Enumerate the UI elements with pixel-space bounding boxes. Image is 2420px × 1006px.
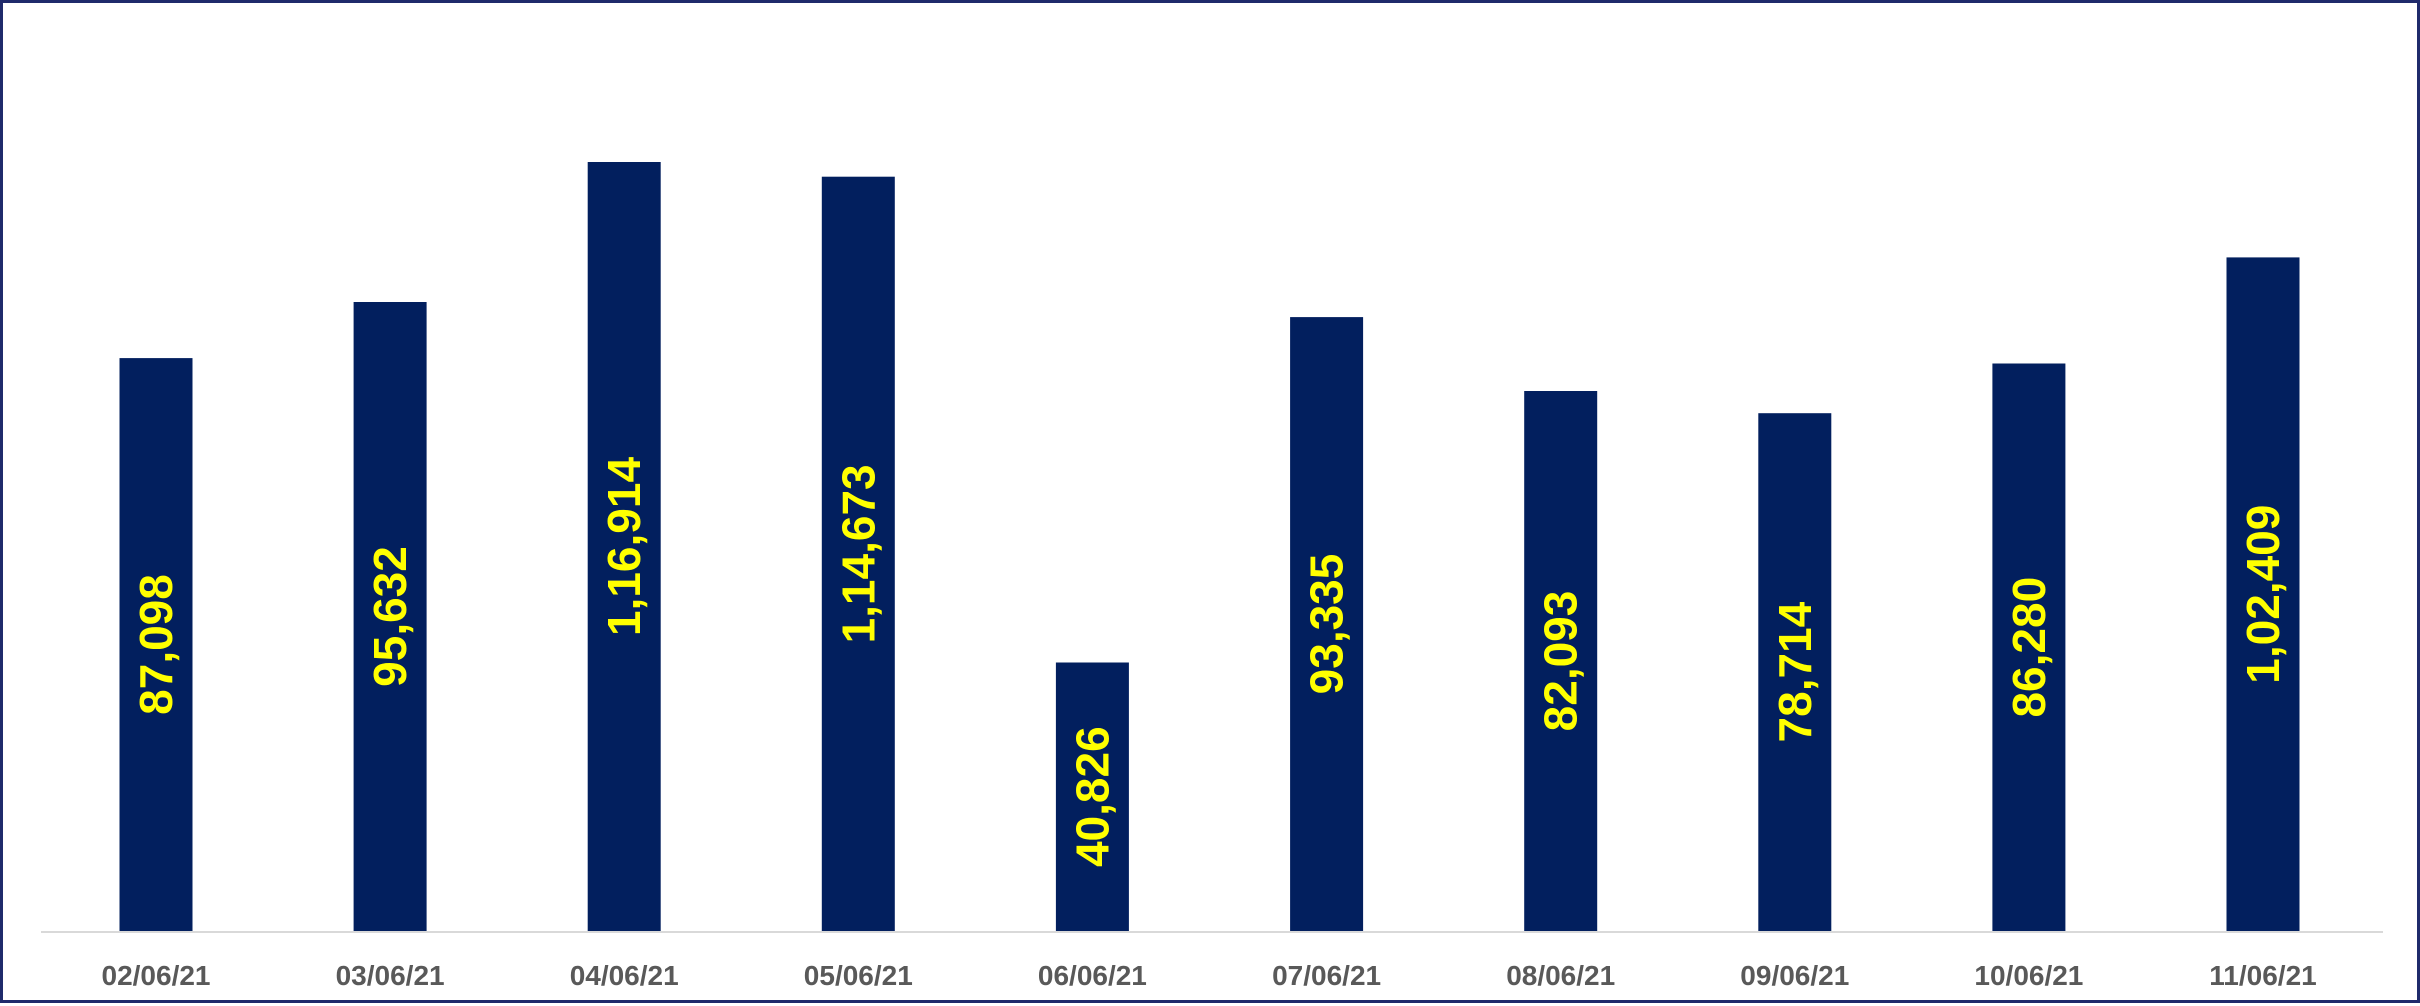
data-label-08/06/21: 82,093 xyxy=(1535,591,1587,732)
bar-chart: 87,098 02/06/21 95,632 03/06/21 1,16,914 04/0… xyxy=(41,162,2383,991)
bar-09/06/21 xyxy=(1758,413,1832,931)
bar-08/06/21 xyxy=(1524,391,1598,931)
bar-05/06/21 xyxy=(821,176,895,931)
bar-07/06/21 xyxy=(1290,317,1364,932)
data-label-02/06/21: 87,098 xyxy=(130,574,182,715)
data-label-11/06/21: 1,02,409 xyxy=(2237,505,2289,684)
data-label-04/06/21: 1,16,914 xyxy=(598,457,650,636)
data-label-06/06/21: 40,826 xyxy=(1066,726,1118,867)
data-label-05/06/21: 1,14,673 xyxy=(832,464,884,643)
x-tick-label-03/06/21: 03/06/21 xyxy=(336,960,445,991)
x-tick-label-06/06/21: 06/06/21 xyxy=(1038,960,1147,991)
x-tick-label-02/06/21: 02/06/21 xyxy=(102,960,211,991)
bar-10/06/21 xyxy=(1992,363,2066,931)
x-tick-label-08/06/21: 08/06/21 xyxy=(1506,960,1615,991)
bar-06/06/21 xyxy=(1055,662,1129,931)
x-tick-label-04/06/21: 04/06/21 xyxy=(570,960,679,991)
x-tick-label-11/06/21: 11/06/21 xyxy=(2209,960,2316,991)
bar-11/06/21 xyxy=(2226,257,2300,931)
x-tick-label-05/06/21: 05/06/21 xyxy=(804,960,913,991)
data-label-07/06/21: 93,335 xyxy=(1301,554,1353,695)
data-label-09/06/21: 78,714 xyxy=(1769,601,1821,742)
bar-04/06/21 xyxy=(587,162,661,931)
x-tick-label-07/06/21: 07/06/21 xyxy=(1272,960,1381,991)
x-tick-label-09/06/21: 09/06/21 xyxy=(1740,960,1849,991)
bar-02/06/21 xyxy=(119,358,193,932)
bar-03/06/21 xyxy=(353,302,427,931)
data-label-10/06/21: 86,280 xyxy=(2003,577,2055,718)
x-tick-label-10/06/21: 10/06/21 xyxy=(1974,960,2083,991)
data-label-03/06/21: 95,632 xyxy=(364,546,416,687)
